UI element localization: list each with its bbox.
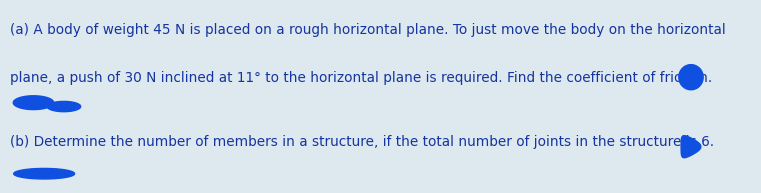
- Polygon shape: [681, 136, 701, 158]
- Polygon shape: [14, 168, 75, 179]
- Polygon shape: [679, 65, 703, 90]
- Text: (a) A body of weight 45 N is placed on a rough horizontal plane. To just move th: (a) A body of weight 45 N is placed on a…: [10, 23, 726, 37]
- Text: (b) Determine the number of members in a structure, if the total number of joint: (b) Determine the number of members in a…: [10, 135, 714, 149]
- Text: plane, a push of 30 N inclined at 11° to the horizontal plane is required. Find : plane, a push of 30 N inclined at 11° to…: [10, 71, 712, 85]
- Polygon shape: [47, 101, 81, 112]
- Polygon shape: [13, 96, 54, 110]
